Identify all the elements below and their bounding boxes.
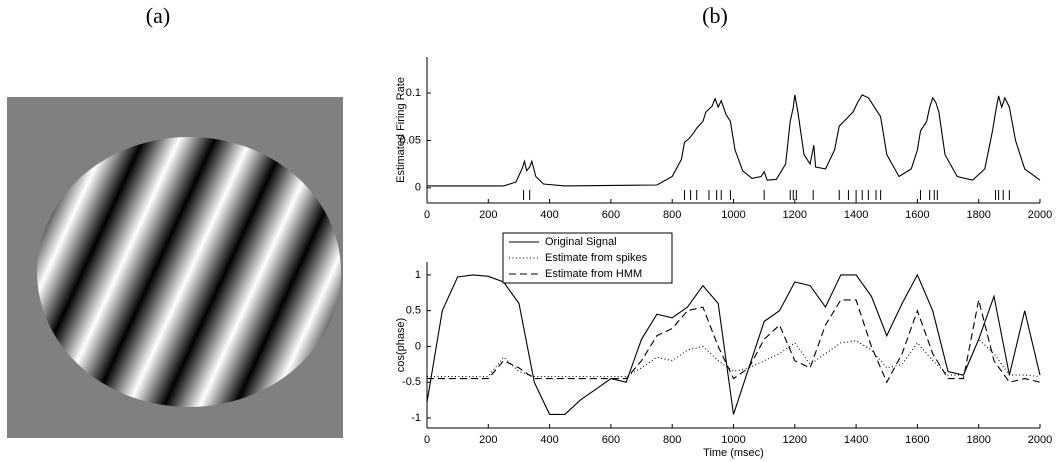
x-tick-label: 400	[540, 434, 558, 446]
y-tick-label: -0.5	[402, 376, 421, 388]
x-axis-label: Time (msec)	[703, 447, 764, 459]
x-tick-label: 800	[663, 434, 681, 446]
x-tick-label: 2000	[1028, 434, 1052, 446]
x-tick-label: 1800	[966, 434, 990, 446]
x-tick-label: 200	[479, 209, 497, 221]
x-tick-label: 1200	[783, 434, 807, 446]
x-tick-label: 1200	[783, 209, 807, 221]
x-tick-label: 600	[602, 434, 620, 446]
data-line	[427, 338, 1041, 378]
y-tick-label: -1	[411, 412, 421, 424]
x-tick-label: 1600	[905, 209, 929, 221]
x-tick-label: 800	[663, 209, 681, 221]
x-tick-label: 2000	[1028, 209, 1052, 221]
y-tick-label: 1	[415, 269, 421, 281]
data-line	[427, 299, 1041, 384]
data-line	[426, 273, 1041, 415]
grating-stimulus	[37, 137, 341, 407]
legend-label: Estimate from spikes	[545, 252, 648, 264]
x-tick-label: 1400	[844, 434, 868, 446]
y-tick-label: 0	[415, 340, 421, 352]
data-line	[427, 94, 1041, 187]
x-tick-label: 0	[424, 209, 430, 221]
y-tick-label: 0.5	[406, 305, 421, 317]
y-tick-label: 0.05	[400, 134, 421, 146]
x-tick-label: 1800	[966, 209, 990, 221]
legend-label: Original Signal	[545, 236, 617, 248]
panel-label: (b)	[702, 3, 728, 28]
x-tick-label: 200	[479, 434, 497, 446]
x-tick-label: 1600	[905, 434, 929, 446]
x-tick-label: 1000	[721, 209, 745, 221]
y-tick-label: 0.1	[406, 87, 421, 99]
y-axis-label: Estimated Firing Rate	[395, 77, 407, 183]
x-tick-label: 1400	[844, 209, 868, 221]
x-tick-label: 600	[602, 209, 620, 221]
x-tick-label: 0	[424, 434, 430, 446]
panel-label: (a)	[146, 3, 170, 28]
legend-label: Estimate from HMM	[545, 268, 642, 280]
x-tick-label: 1000	[721, 434, 745, 446]
x-tick-label: 400	[540, 209, 558, 221]
y-axis-label: cos(phase)	[395, 318, 407, 372]
legend-box	[502, 232, 673, 284]
y-tick-label: 0	[415, 182, 421, 194]
